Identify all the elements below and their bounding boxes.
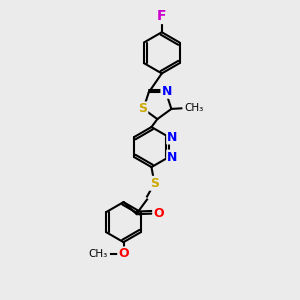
Text: N: N [161,85,172,98]
Text: N: N [167,151,178,164]
Text: CH₃: CH₃ [184,103,204,113]
Text: CH₃: CH₃ [88,249,107,259]
Text: F: F [157,9,166,23]
Text: S: S [150,177,159,190]
Text: N: N [167,130,178,143]
Text: O: O [153,207,164,220]
Text: S: S [138,102,147,116]
Text: O: O [118,248,129,260]
